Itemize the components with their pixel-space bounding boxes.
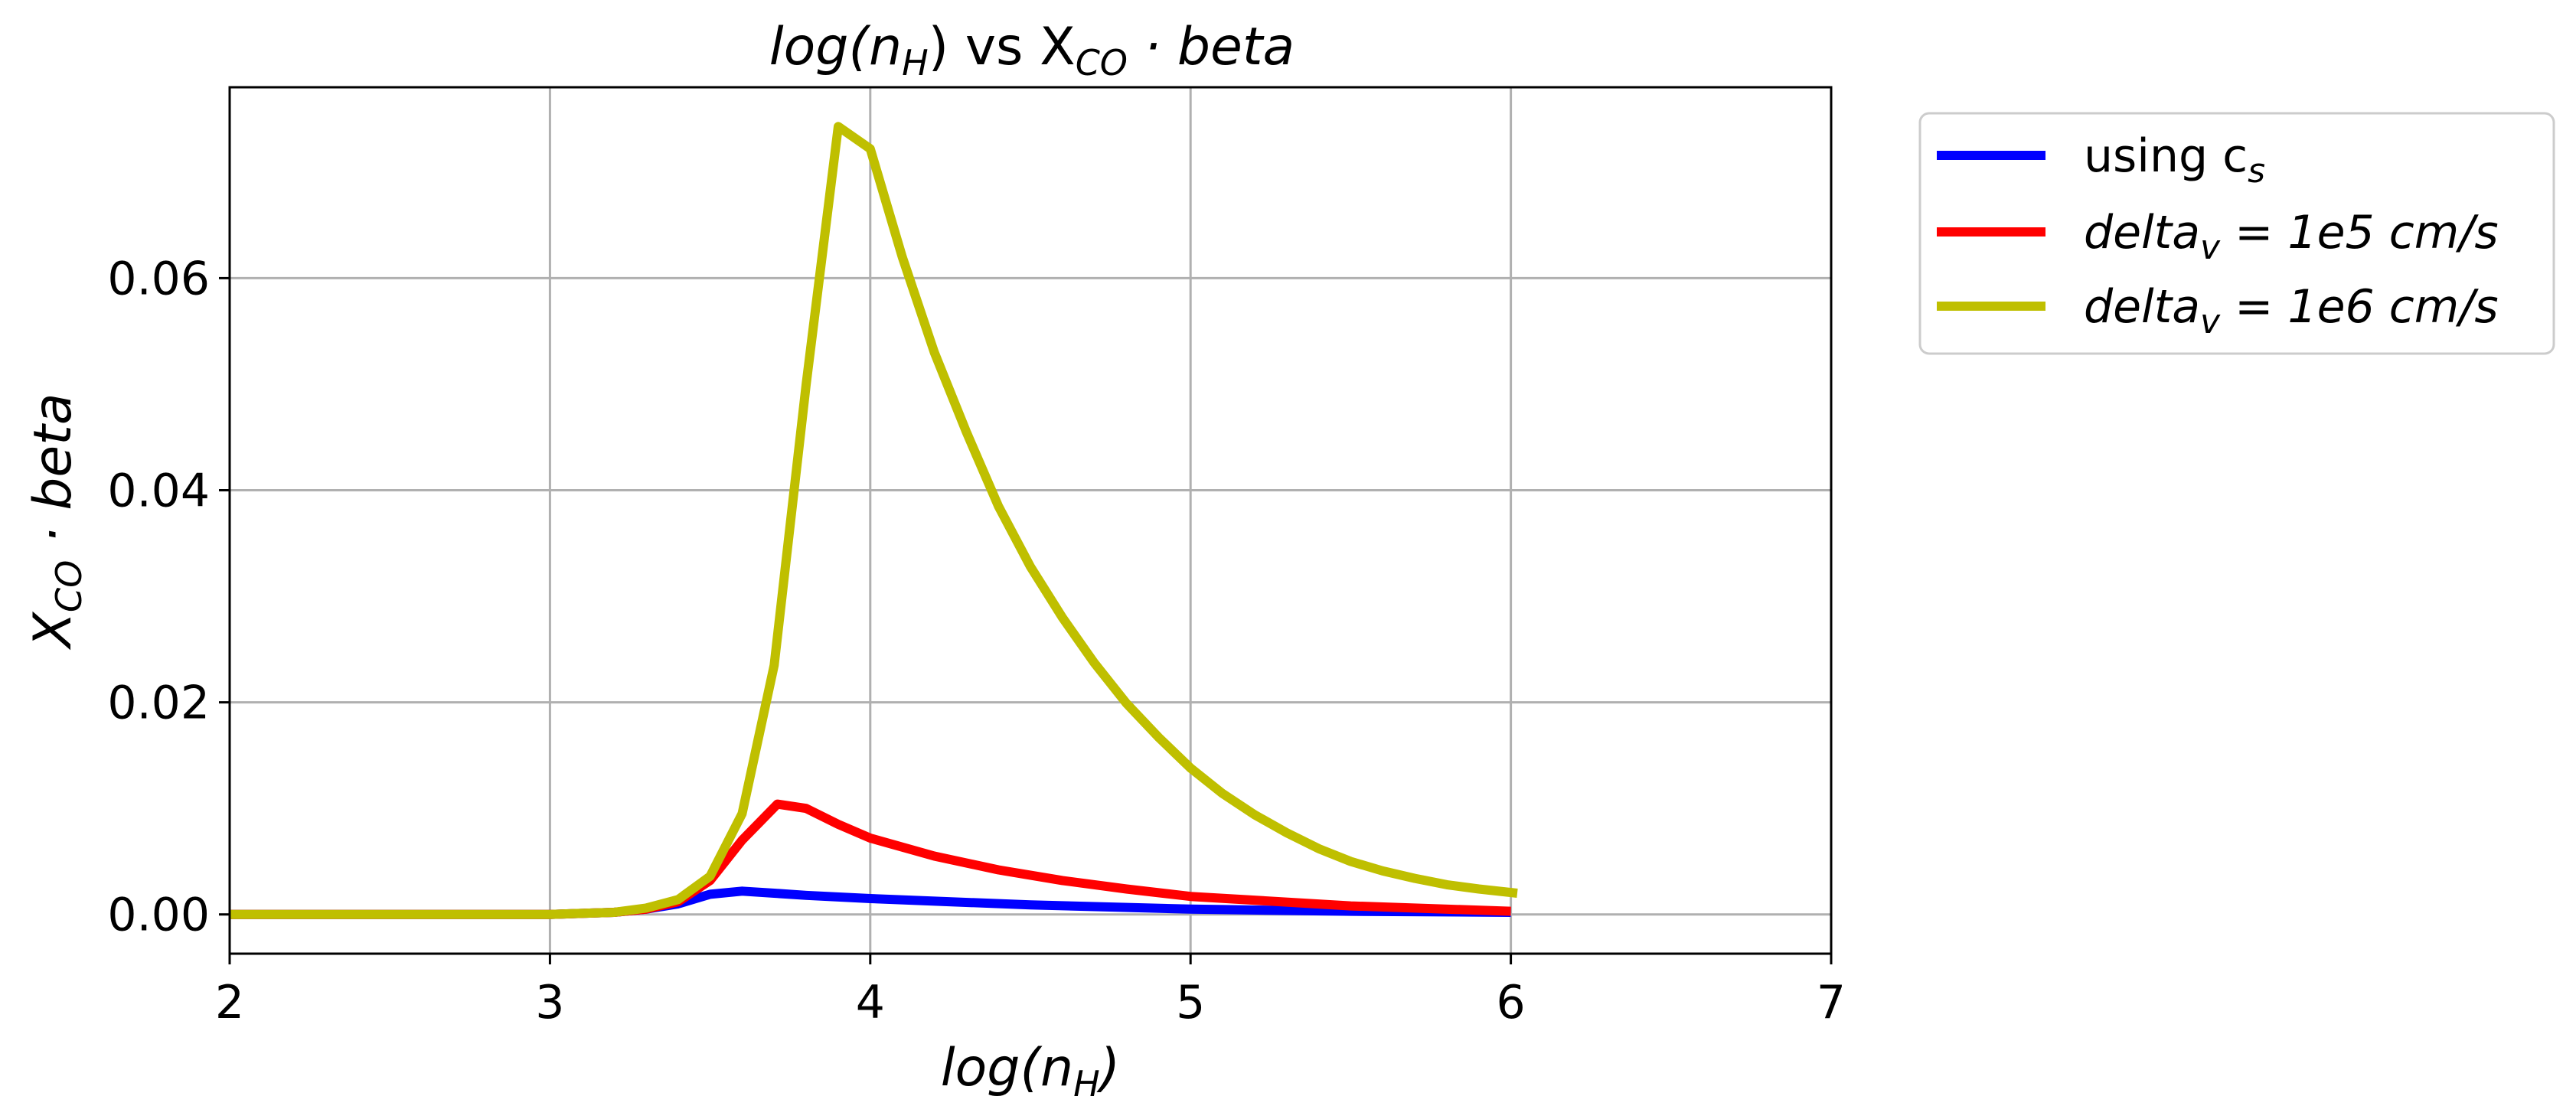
y-tick-label: 0.00 — [107, 889, 210, 942]
series-layer — [230, 122, 1518, 919]
legend-label-using-cs: using cs — [2084, 129, 2265, 191]
y-tick-label: 0.04 — [107, 465, 210, 518]
x-tick-label: 2 — [215, 976, 244, 1029]
y-tick-label: 0.02 — [107, 677, 210, 730]
y-tick-label: 0.06 — [107, 252, 210, 305]
x-tick-label: 3 — [535, 976, 564, 1029]
x-axis-label: log(nH) — [941, 1038, 1120, 1104]
plot-frame — [228, 86, 1833, 955]
series-line-2 — [230, 122, 1518, 919]
x-tick-label: 5 — [1176, 976, 1205, 1029]
legend-label-delta-1e5: deltav = 1e5 cm/s — [2084, 206, 2499, 267]
y-axis-label: XCO · beta — [23, 393, 90, 650]
chart-title: log(nH) vs XCO · beta — [769, 17, 1295, 83]
legend-frame — [1918, 112, 2555, 355]
tick-layer: 2 3 4 5 6 7 0.00 0.02 0.04 0.06 — [107, 252, 1846, 1029]
grid-layer — [228, 87, 1833, 954]
x-tick-label: 6 — [1497, 976, 1526, 1029]
x-tick-label: 4 — [856, 976, 885, 1029]
x-tick-label: 7 — [1817, 976, 1846, 1029]
legend-label-delta-1e6: deltav = 1e6 cm/s — [2084, 280, 2499, 341]
legend: using cs deltav = 1e5 cm/s deltav = 1e6 … — [1918, 112, 2555, 355]
